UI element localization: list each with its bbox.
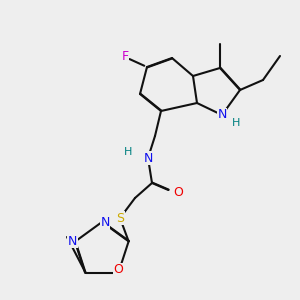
Text: H: H [124,147,132,157]
Text: F: F [122,50,129,64]
Text: N: N [100,215,110,229]
Text: N: N [68,235,77,248]
Text: H: H [232,118,240,128]
Text: N: N [217,109,227,122]
Text: O: O [113,263,123,276]
Text: S: S [116,212,124,224]
Text: N: N [143,152,153,164]
Text: O: O [173,185,183,199]
